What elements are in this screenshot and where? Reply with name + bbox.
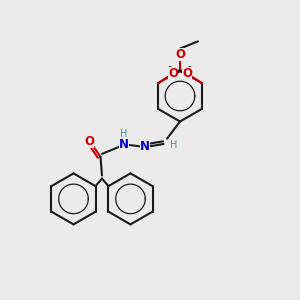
Text: N: N <box>140 140 150 153</box>
Text: O: O <box>182 67 192 80</box>
Text: O: O <box>84 135 94 148</box>
Text: O: O <box>175 47 185 61</box>
Text: N: N <box>119 138 129 152</box>
Text: O: O <box>168 67 178 80</box>
Text: H: H <box>170 140 178 151</box>
Text: H: H <box>120 129 128 140</box>
